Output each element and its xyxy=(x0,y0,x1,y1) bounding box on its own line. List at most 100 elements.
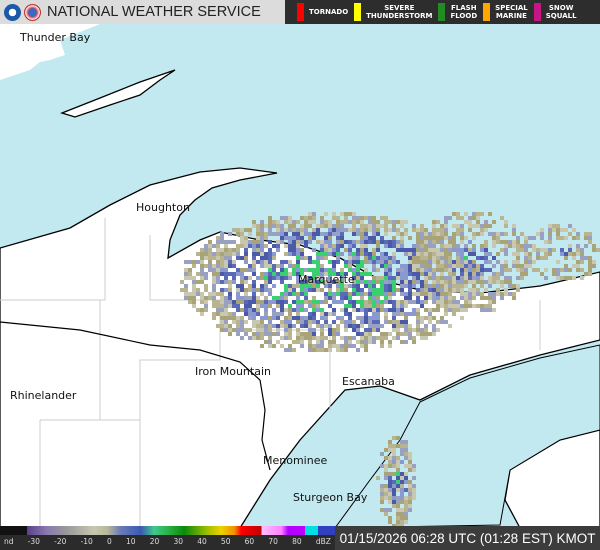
radar-pixel xyxy=(252,248,256,252)
radar-pixel xyxy=(348,248,352,252)
radar-pixel xyxy=(228,256,232,260)
warning-swatch xyxy=(297,3,304,21)
radar-pixel xyxy=(204,256,208,260)
radar-pixel xyxy=(200,292,204,296)
radar-pixel xyxy=(344,260,348,264)
radar-pixel xyxy=(308,220,312,224)
radar-pixel xyxy=(236,232,240,236)
radar-pixel xyxy=(288,304,292,308)
radar-pixel xyxy=(596,248,600,252)
radar-pixel xyxy=(456,284,460,288)
radar-pixel xyxy=(500,280,504,284)
radar-pixel xyxy=(312,276,316,280)
radar-pixel xyxy=(256,228,260,232)
warning-item: SEVERE THUNDERSTORM xyxy=(354,3,432,21)
scale-tick: 80 xyxy=(292,537,302,546)
radar-pixel xyxy=(324,212,328,216)
radar-pixel xyxy=(440,264,444,268)
radar-pixel xyxy=(396,320,400,324)
radar-pixel xyxy=(260,252,264,256)
radar-pixel xyxy=(360,240,364,244)
radar-pixel xyxy=(428,320,432,324)
radar-pixel xyxy=(328,304,332,308)
radar-pixel xyxy=(284,216,288,220)
radar-pixel xyxy=(280,324,284,328)
radar-pixel xyxy=(416,272,420,276)
radar-pixel xyxy=(372,240,376,244)
radar-pixel xyxy=(476,220,480,224)
radar-pixel xyxy=(280,308,284,312)
radar-pixel xyxy=(428,248,432,252)
radar-pixel xyxy=(228,296,232,300)
radar-pixel xyxy=(476,224,480,228)
radar-pixel xyxy=(404,472,408,476)
radar-pixel xyxy=(224,240,228,244)
radar-pixel xyxy=(352,304,356,308)
radar-pixel xyxy=(296,304,300,308)
radar-pixel xyxy=(404,448,408,452)
radar-pixel xyxy=(420,264,424,268)
radar-pixel xyxy=(292,340,296,344)
radar-pixel xyxy=(240,244,244,248)
radar-pixel xyxy=(412,476,416,480)
radar-pixel xyxy=(244,268,248,272)
radar-pixel xyxy=(516,236,520,240)
radar-pixel xyxy=(420,336,424,340)
radar-pixel xyxy=(520,268,524,272)
radar-pixel xyxy=(384,468,388,472)
radar-pixel xyxy=(336,332,340,336)
radar-pixel xyxy=(484,240,488,244)
radar-pixel xyxy=(544,248,548,252)
radar-pixel xyxy=(524,268,528,272)
radar-pixel xyxy=(476,212,480,216)
radar-pixel xyxy=(316,288,320,292)
radar-pixel xyxy=(268,240,272,244)
radar-pixel xyxy=(540,228,544,232)
warning-item: TORNADO xyxy=(297,3,348,21)
radar-pixel xyxy=(448,284,452,288)
radar-pixel xyxy=(452,212,456,216)
radar-pixel xyxy=(348,316,352,320)
radar-pixel xyxy=(356,264,360,268)
radar-pixel xyxy=(376,220,380,224)
radar-pixel xyxy=(568,244,572,248)
radar-pixel xyxy=(280,292,284,296)
radar-pixel xyxy=(448,248,452,252)
radar-pixel xyxy=(400,480,404,484)
radar-pixel xyxy=(388,476,392,480)
radar-pixel xyxy=(440,316,444,320)
radar-pixel xyxy=(332,228,336,232)
radar-pixel xyxy=(428,256,432,260)
radar-pixel xyxy=(396,312,400,316)
radar-pixel xyxy=(424,240,428,244)
radar-pixel xyxy=(440,260,444,264)
radar-pixel xyxy=(320,280,324,284)
radar-pixel xyxy=(384,336,388,340)
radar-pixel xyxy=(328,344,332,348)
radar-pixel xyxy=(400,236,404,240)
radar-pixel xyxy=(212,304,216,308)
radar-pixel xyxy=(324,272,328,276)
radar-pixel xyxy=(236,256,240,260)
radar-pixel xyxy=(432,228,436,232)
radar-pixel xyxy=(188,296,192,300)
radar-pixel xyxy=(224,324,228,328)
radar-pixel xyxy=(368,228,372,232)
radar-pixel xyxy=(184,296,188,300)
radar-pixel xyxy=(576,252,580,256)
radar-pixel xyxy=(468,224,472,228)
radar-pixel xyxy=(456,308,460,312)
radar-pixel xyxy=(384,244,388,248)
radar-pixel xyxy=(492,220,496,224)
radar-pixel xyxy=(324,224,328,228)
radar-pixel xyxy=(204,304,208,308)
radar-pixel xyxy=(260,284,264,288)
radar-pixel xyxy=(412,312,416,316)
radar-pixel xyxy=(588,232,592,236)
radar-pixel xyxy=(388,444,392,448)
radar-pixel xyxy=(544,256,548,260)
radar-pixel xyxy=(440,320,444,324)
radar-pixel xyxy=(216,240,220,244)
radar-pixel xyxy=(452,304,456,308)
